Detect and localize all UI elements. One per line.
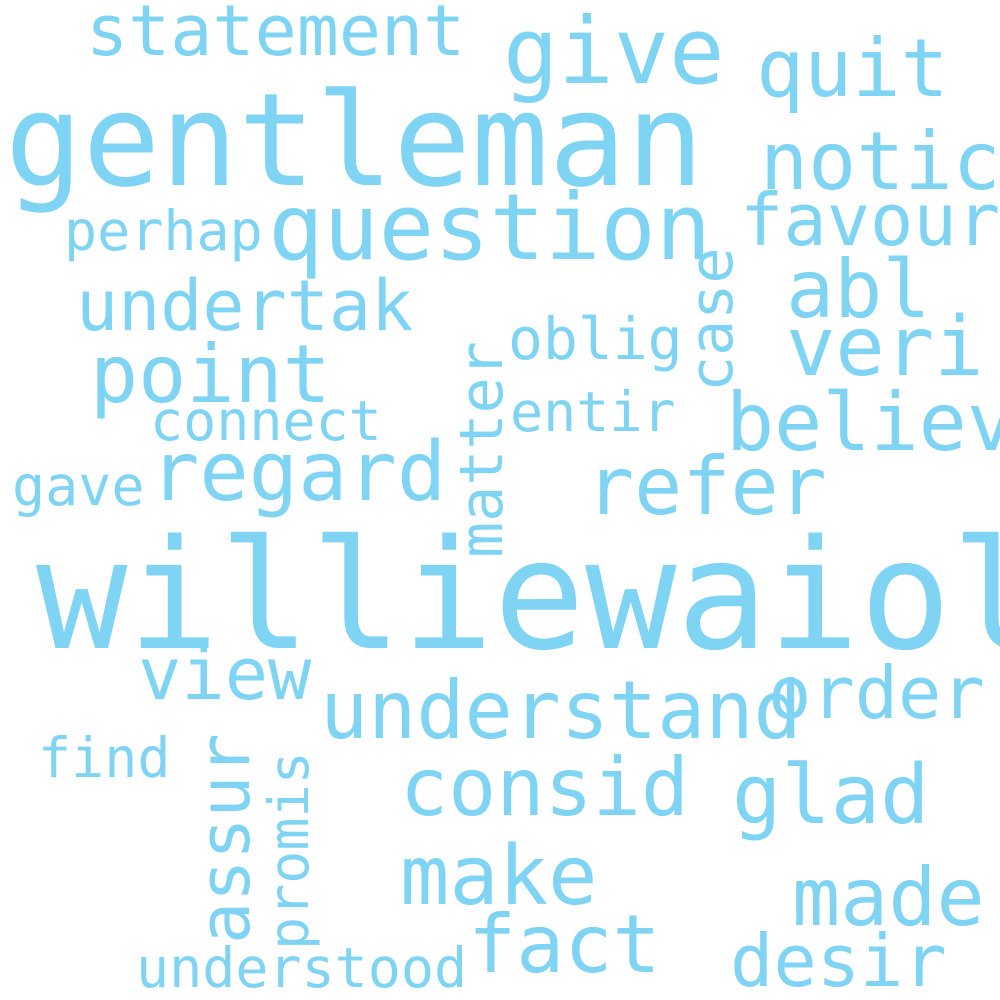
word-consid: consid [400, 741, 689, 834]
word-entir: entir [510, 380, 676, 444]
word-fact: fact [468, 898, 661, 991]
word-promis: promis [257, 751, 321, 950]
word-case: case [677, 247, 747, 393]
word-williewaiola: williewaiola [36, 507, 1000, 684]
word-believ: believ [726, 376, 1000, 469]
word-order: order [768, 651, 985, 735]
word-regard: regard [150, 425, 447, 520]
word-favour: favour [740, 178, 1000, 262]
word-quit: quit [756, 22, 949, 115]
word-give: give [503, 0, 725, 105]
word-view: view [138, 632, 312, 716]
word-make: make [400, 829, 598, 924]
word-made: made [792, 851, 985, 944]
word-point: point [90, 328, 331, 421]
word-understood: understood [136, 936, 468, 1000]
word-undertak: undertak [76, 265, 414, 347]
word-abl: abl [786, 243, 931, 336]
word-perhap: perhap [64, 199, 263, 263]
word-refer: refer [586, 440, 827, 533]
word-veri: veri [786, 300, 984, 395]
word-gentleman: gentleman [5, 66, 704, 216]
word-oblig: oblig [508, 305, 683, 373]
word-understand: understand [320, 664, 802, 757]
word-glad: glad [732, 748, 930, 843]
word-desir: desir [730, 919, 947, 1000]
word-question: question [268, 174, 712, 281]
word-find: find [38, 726, 171, 790]
word-matter: matter [447, 341, 517, 558]
word-notic: notic [760, 115, 1000, 208]
word-connect: connect [150, 389, 382, 453]
word-statement: statement [86, 0, 466, 72]
word-gave: gave [12, 454, 145, 518]
word-assur: assur [184, 733, 266, 944]
